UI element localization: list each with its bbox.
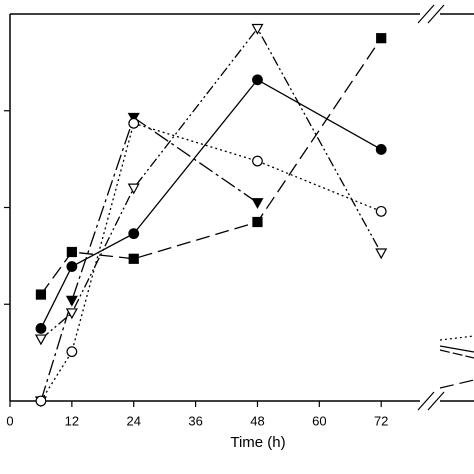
marker <box>128 228 140 240</box>
marker <box>35 323 47 334</box>
series-line <box>40 116 258 402</box>
marker <box>35 289 47 300</box>
x-tick-label: 0 <box>6 413 13 428</box>
marker <box>66 246 77 258</box>
marker <box>65 295 78 307</box>
series-line <box>40 78 382 329</box>
marker <box>251 23 264 35</box>
x-tick-label: 12 <box>65 413 79 428</box>
marker <box>252 155 263 167</box>
x-tick-label: 60 <box>312 413 326 428</box>
marker <box>375 205 387 217</box>
marker <box>252 74 263 86</box>
marker <box>375 248 388 260</box>
marker <box>375 144 387 155</box>
marker <box>252 216 263 228</box>
marker <box>35 395 47 407</box>
marker <box>65 308 78 320</box>
x-axis-label: Time (h) <box>230 434 285 451</box>
marker <box>34 334 47 346</box>
marker <box>251 198 264 209</box>
x-tick-label: 72 <box>374 413 388 428</box>
series-line <box>40 27 382 340</box>
marker <box>66 346 78 358</box>
marker <box>128 117 140 129</box>
axis-break <box>417 4 474 411</box>
marker <box>127 183 140 195</box>
marker <box>128 253 139 264</box>
series-line <box>40 122 382 402</box>
marker <box>66 261 78 272</box>
x-tick-label: 48 <box>250 413 264 428</box>
x-tick-label: 36 <box>188 413 202 428</box>
marker <box>376 33 387 44</box>
x-tick-label: 24 <box>126 413 140 428</box>
